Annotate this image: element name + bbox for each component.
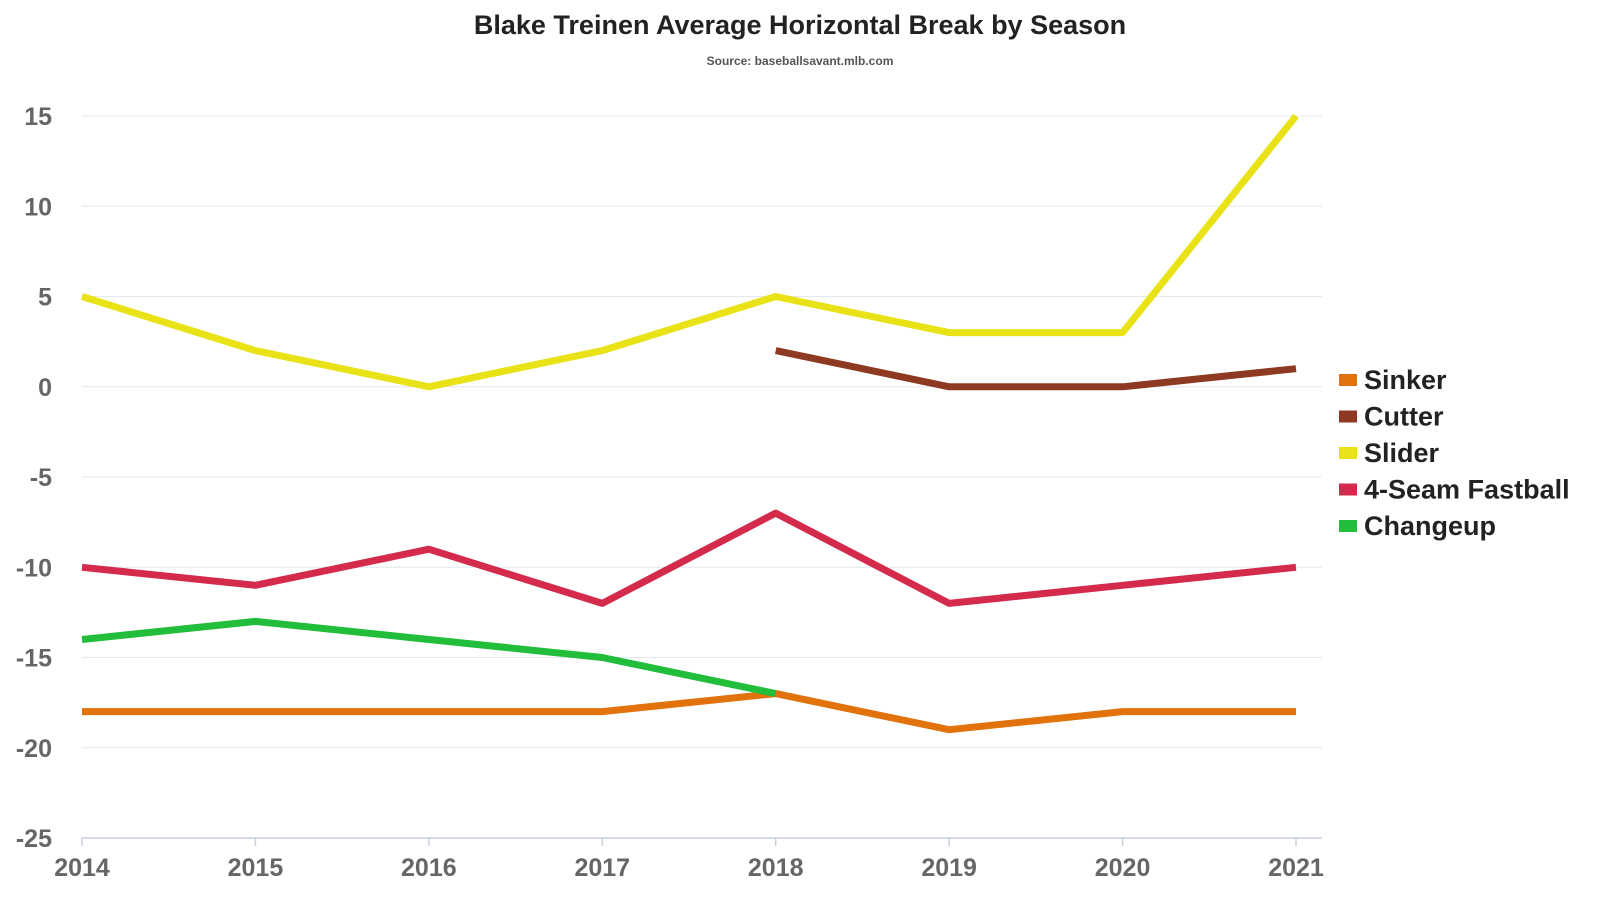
x-tick-label: 2020: [1095, 854, 1151, 882]
x-tick-label: 2018: [748, 854, 804, 882]
x-tick-label: 2017: [574, 854, 630, 882]
series-lines: [80, 113, 1299, 734]
legend-label: Slider: [1364, 438, 1440, 468]
legend-label: Cutter: [1364, 402, 1444, 432]
x-tick-label: 2014: [54, 854, 110, 882]
y-tick-label: -20: [16, 735, 52, 763]
y-tick-label: -10: [16, 554, 52, 582]
chart-subtitle: Source: baseballsavant.mlb.com: [706, 54, 894, 68]
legend-label: Changeup: [1364, 511, 1496, 541]
y-tick-label: 10: [24, 193, 52, 221]
y-tick-label: -25: [16, 825, 52, 853]
y-tick-label: -15: [16, 645, 52, 673]
x-tick-label: 2015: [228, 854, 284, 882]
legend-swatch: [1339, 520, 1357, 532]
legend-label: 4-Seam Fastball: [1364, 475, 1570, 505]
legend-swatch: [1339, 410, 1357, 423]
x-tick-label: 2016: [401, 854, 457, 882]
x-tick-label: 2021: [1268, 854, 1324, 882]
legend-swatch: [1339, 447, 1357, 459]
series-line-slider: [80, 113, 1299, 391]
legend: Sinker Cutter Slider 4-Seam Fastball Changeu…: [1339, 365, 1570, 541]
y-tick-label: 0: [38, 374, 52, 402]
series-line-changeup: [81, 617, 777, 698]
chart-title: Blake Treinen Average Horizontal Break b…: [473, 10, 1127, 40]
series-line-4-seam-fastball: [81, 509, 1297, 607]
y-tick-label: 15: [24, 103, 52, 131]
gridlines: [82, 115, 1322, 839]
y-tick-label: -5: [30, 464, 52, 492]
legend-label: Sinker: [1364, 365, 1447, 395]
legend-swatch: [1339, 374, 1357, 386]
series-line-sinker: [82, 690, 1296, 734]
x-tick-label: 2019: [921, 854, 977, 882]
legend-swatch: [1339, 483, 1357, 496]
series-line-cutter: [774, 347, 1297, 391]
y-tick-label: 5: [38, 284, 52, 312]
